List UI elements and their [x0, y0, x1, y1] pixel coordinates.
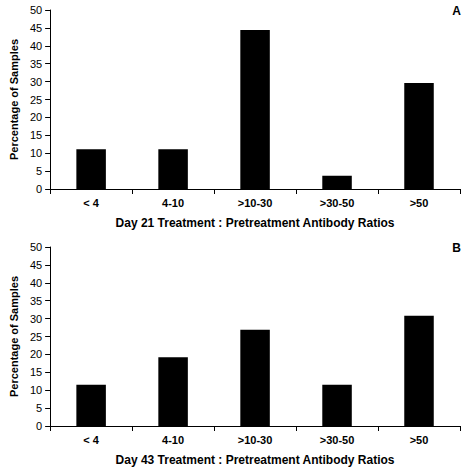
- svg-text:5: 5: [36, 402, 42, 414]
- svg-text:10: 10: [30, 384, 42, 396]
- svg-text:40: 40: [30, 40, 42, 52]
- svg-text:Percentage of Samples: Percentage of Samples: [8, 276, 20, 397]
- svg-text:0: 0: [36, 420, 42, 432]
- svg-text:45: 45: [30, 259, 42, 271]
- svg-text:>10-30: >10-30: [238, 434, 273, 446]
- svg-text:45: 45: [30, 22, 42, 34]
- svg-text:Day 43 Treatment : Pretreatmen: Day 43 Treatment : Pretreatment Antibody…: [116, 453, 395, 467]
- svg-text:40: 40: [30, 277, 42, 289]
- svg-text:35: 35: [30, 295, 42, 307]
- svg-text:>50: >50: [410, 434, 429, 446]
- svg-text:15: 15: [30, 129, 42, 141]
- svg-text:>30-50: >30-50: [320, 434, 355, 446]
- svg-text:A: A: [452, 4, 461, 18]
- svg-text:>50: >50: [410, 197, 429, 209]
- svg-text:10: 10: [30, 147, 42, 159]
- svg-text:< 4: < 4: [83, 197, 99, 209]
- svg-text:30: 30: [30, 76, 42, 88]
- svg-text:25: 25: [30, 94, 42, 106]
- svg-text:15: 15: [30, 366, 42, 378]
- svg-text:50: 50: [30, 4, 42, 16]
- svg-text:30: 30: [30, 313, 42, 325]
- svg-text:B: B: [452, 241, 461, 255]
- svg-text:< 4: < 4: [83, 434, 99, 446]
- svg-text:35: 35: [30, 58, 42, 70]
- svg-text:25: 25: [30, 331, 42, 343]
- svg-text:4-10: 4-10: [162, 197, 184, 209]
- svg-text:5: 5: [36, 165, 42, 177]
- svg-text:4-10: 4-10: [162, 434, 184, 446]
- svg-text:>10-30: >10-30: [238, 197, 273, 209]
- svg-text:>30-50: >30-50: [320, 197, 355, 209]
- svg-text:0: 0: [36, 183, 42, 195]
- svg-text:50: 50: [30, 241, 42, 253]
- svg-text:20: 20: [30, 111, 42, 123]
- svg-text:20: 20: [30, 348, 42, 360]
- svg-text:Percentage of Samples: Percentage of Samples: [8, 39, 20, 160]
- svg-text:Day 21 Treatment : Pretreatmen: Day 21 Treatment : Pretreatment Antibody…: [116, 216, 395, 230]
